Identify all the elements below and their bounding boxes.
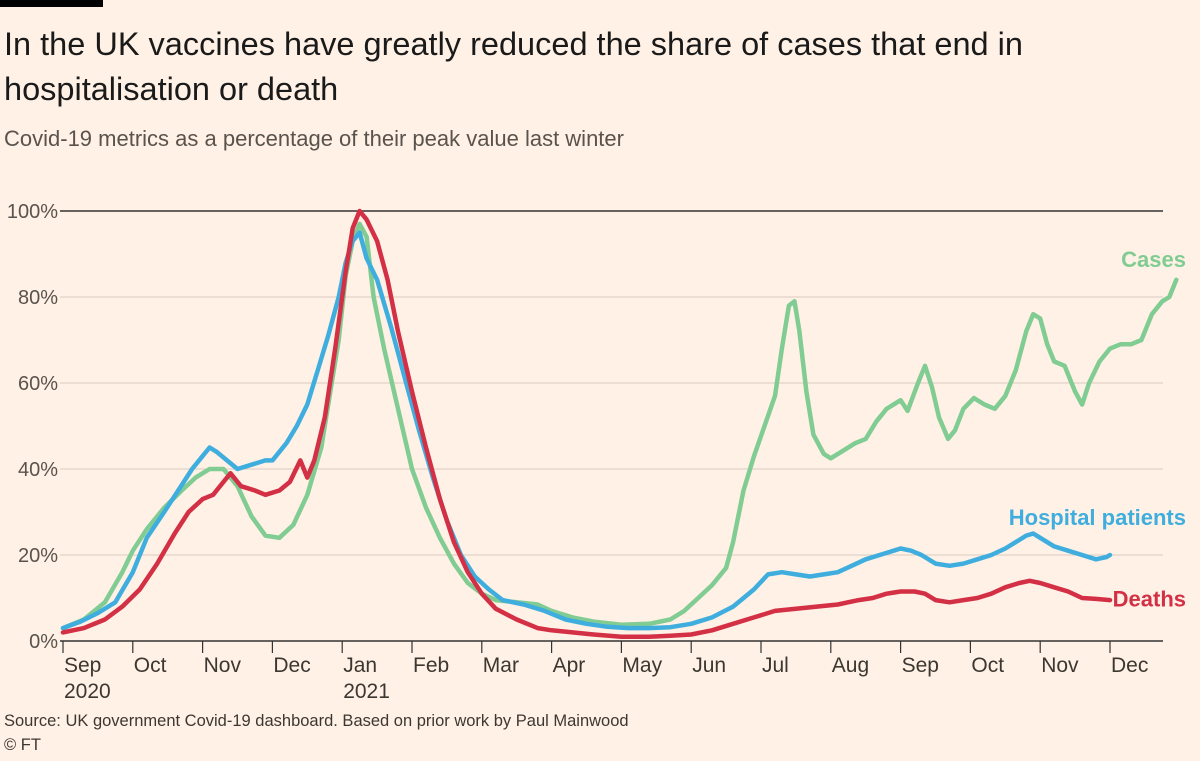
y-tick-label: 0% <box>29 631 58 653</box>
x-tick-label: Aug <box>832 654 869 677</box>
series-label-deaths: Deaths <box>1113 587 1186 612</box>
y-tick-label: 80% <box>18 287 58 309</box>
x-tick-label: May <box>622 654 662 677</box>
x-axis-ticks: Sep 2020 Oct Nov Dec Jan 2021 Feb Mar Apr May Jun Ju… <box>62 641 1148 703</box>
x-tick-label: Jun <box>692 654 726 677</box>
x-tick-label: Dec <box>273 654 310 677</box>
series-labels: Cases Hospital patients Deaths <box>1009 247 1186 612</box>
gridlines <box>60 210 1163 642</box>
x-tick-year-label: 2021 <box>343 680 390 703</box>
y-tick-label: 100% <box>7 201 58 223</box>
x-tick-label: Oct <box>134 654 167 677</box>
x-tick-label: Dec <box>1111 654 1148 677</box>
x-tick-label: Mar <box>483 654 519 677</box>
y-tick-label: 20% <box>18 545 58 567</box>
series-line-cases <box>60 221 1179 631</box>
x-tick-label: Nov <box>1041 654 1079 677</box>
copyright: © FT <box>4 736 41 754</box>
x-tick-label: Nov <box>204 654 242 677</box>
chart-subtitle: Covid-19 metrics as a percentage of thei… <box>4 126 624 151</box>
series-line-deaths <box>60 208 1113 639</box>
x-tick-label: Oct <box>971 654 1004 677</box>
x-tick-label: Jan <box>343 654 377 677</box>
y-tick-label: 60% <box>18 373 58 395</box>
x-tick-label: Sep <box>64 654 101 677</box>
x-tick-label: Feb <box>413 654 449 677</box>
y-axis-ticks: 0% 20% 40% 60% 80% 100% <box>7 201 58 653</box>
y-tick-label: 40% <box>18 459 58 481</box>
x-tick-label: Sep <box>902 654 939 677</box>
x-tick-year-label: 2020 <box>64 680 111 703</box>
source-note: Source: UK government Covid-19 dashboard… <box>4 712 629 730</box>
series-label-cases: Cases <box>1121 247 1186 272</box>
x-tick-label: Jul <box>762 654 789 677</box>
series-line-hospital-patients <box>60 230 1113 631</box>
brand-bar <box>0 0 103 7</box>
series-lines <box>60 208 1179 639</box>
chart-title: In the UK vaccines have greatly reduced … <box>4 26 1023 107</box>
series-label-hospital-patients: Hospital patients <box>1009 505 1186 530</box>
x-tick-label: Apr <box>553 654 586 677</box>
